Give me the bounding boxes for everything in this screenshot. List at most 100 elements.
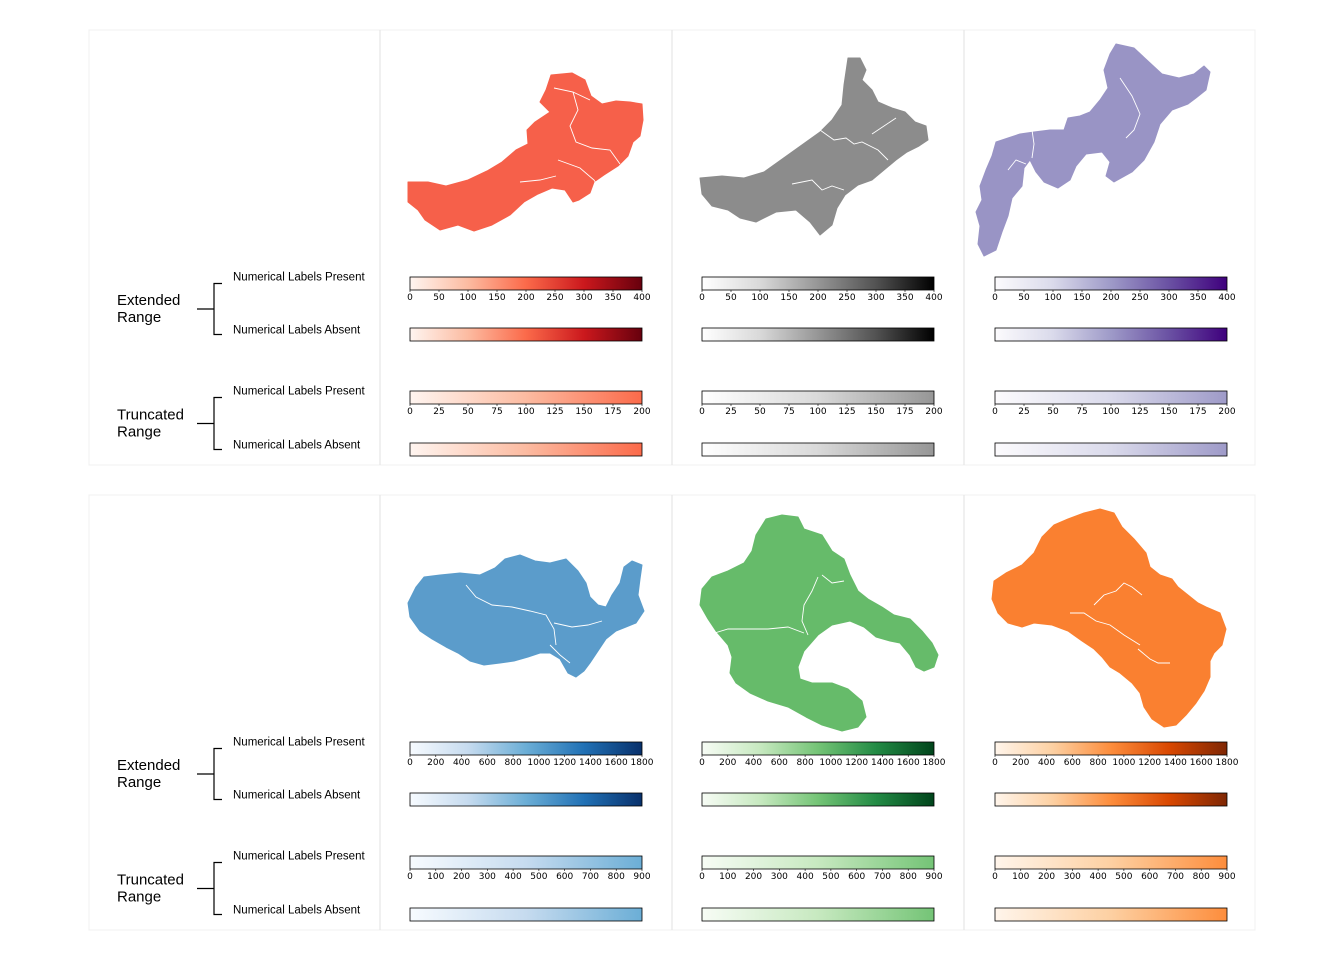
ticks-extended: 0 200 400 600 800 1000 1200 1400 1600 1800 [699, 755, 946, 768]
tick-label: 400 [633, 293, 650, 303]
ticks-truncated: 0 25 50 75 100 125 150 175 200 [699, 404, 943, 417]
tick-label: 200 [809, 293, 826, 303]
colorbar-extended-unlabeled [701, 792, 935, 807]
tick-label: 150 [1160, 407, 1177, 417]
tick-label: 900 [633, 872, 650, 882]
tick-label: 100 [1012, 872, 1029, 882]
panel-frames [88, 29, 1256, 931]
tick-label: 200 [1012, 758, 1029, 768]
region-border [1137, 648, 1170, 664]
tick-label: 600 [1064, 758, 1081, 768]
region-border [819, 129, 889, 161]
region-border [572, 91, 591, 101]
colorbar-truncated-unlabeled [701, 907, 935, 922]
ticks-extended: 0 50 100 150 200 250 300 350 400 [699, 290, 943, 303]
tick-label: 100 [517, 407, 534, 417]
tick-label: 150 [867, 407, 884, 417]
colorbar-extended-labeled [701, 741, 935, 756]
tick-label: 250 [1131, 293, 1148, 303]
tick-label: 100 [1102, 407, 1119, 417]
colorbar-extended-unlabeled [701, 327, 935, 342]
region-border [707, 626, 805, 636]
maps [407, 43, 1227, 732]
tick-label: 1000 [819, 758, 842, 768]
tick-label: 75 [1076, 407, 1087, 417]
orange-map [991, 508, 1227, 728]
group-bracket [213, 396, 222, 451]
group-title-line1: Extended [117, 292, 180, 309]
region-border [1031, 129, 1035, 159]
region-border [1007, 159, 1027, 171]
map-region [699, 514, 939, 732]
colorbar-extended-unlabeled [994, 792, 1228, 807]
labels-absent-caption: Numerical Labels Absent [233, 325, 361, 337]
tick-label: 150 [488, 293, 505, 303]
colorbar-extended-unlabeled [409, 327, 643, 342]
ticks-extended: 0 50 100 150 200 250 300 350 400 [992, 290, 1236, 303]
tick-label: 100 [1044, 293, 1061, 303]
tick-label: 300 [867, 293, 884, 303]
tick-label: 800 [1090, 758, 1107, 768]
tick-label: 150 [780, 293, 797, 303]
tick-label: 1200 [845, 758, 868, 768]
group-title-line1: Extended [117, 757, 180, 774]
tick-label: 300 [575, 293, 592, 303]
tick-label: 200 [1218, 407, 1235, 417]
labels-present-caption: Numerical Labels Present [233, 272, 365, 284]
region-border [821, 574, 845, 584]
tick-label: 100 [719, 872, 736, 882]
tick-label: 0 [407, 407, 413, 417]
ticks-truncated: 0 100 200 300 400 500 600 700 800 900 [699, 869, 943, 882]
ticks-extended: 0 200 400 600 800 1000 1200 1400 1600 1800 [407, 755, 654, 768]
tick-label: 25 [433, 407, 444, 417]
map-region [699, 57, 929, 236]
tick-label: 1200 [553, 758, 576, 768]
tick-label: 700 [874, 872, 891, 882]
region-border [553, 87, 621, 165]
tick-label: 900 [1218, 872, 1235, 882]
tick-label: 1600 [1190, 758, 1213, 768]
region-border [791, 179, 845, 191]
labels-absent-caption: Numerical Labels Absent [233, 790, 361, 802]
group-title-line1: Truncated [117, 407, 184, 424]
colorbar-truncated-labeled [994, 390, 1228, 405]
tick-label: 300 [1160, 293, 1177, 303]
tick-label: 0 [407, 872, 413, 882]
tick-label: 500 [530, 872, 547, 882]
tick-label: 25 [725, 407, 736, 417]
labels-present-caption: Numerical Labels Present [233, 386, 365, 398]
tick-label: 200 [453, 872, 470, 882]
tick-label: 50 [433, 293, 445, 303]
tick-label: 200 [745, 872, 762, 882]
blue-map [407, 554, 645, 678]
tick-label: 0 [407, 758, 413, 768]
colorbar-truncated-unlabeled [994, 907, 1228, 922]
colorbar-truncated-unlabeled [409, 442, 643, 457]
tick-label: 800 [1193, 872, 1210, 882]
tick-label: 75 [783, 407, 794, 417]
region-border [519, 175, 557, 183]
tick-label: 0 [992, 293, 998, 303]
ticks-truncated: 0 25 50 75 100 125 150 175 200 [992, 404, 1236, 417]
tick-label: 0 [407, 293, 413, 303]
region-border [871, 117, 897, 135]
labels-present-caption: Numerical Labels Present [233, 851, 365, 863]
tick-label: 1400 [871, 758, 894, 768]
group-bracket [213, 747, 222, 801]
tick-label: 125 [546, 407, 563, 417]
tick-label: 350 [604, 293, 621, 303]
tick-label: 100 [427, 872, 444, 882]
region-border [1070, 612, 1141, 646]
tick-label: 350 [896, 293, 913, 303]
tick-label: 200 [925, 407, 942, 417]
group-title-line2: Range [117, 774, 161, 791]
map-region [407, 554, 645, 678]
region-border [557, 159, 603, 205]
tick-label: 400 [745, 758, 762, 768]
tick-label: 250 [546, 293, 563, 303]
